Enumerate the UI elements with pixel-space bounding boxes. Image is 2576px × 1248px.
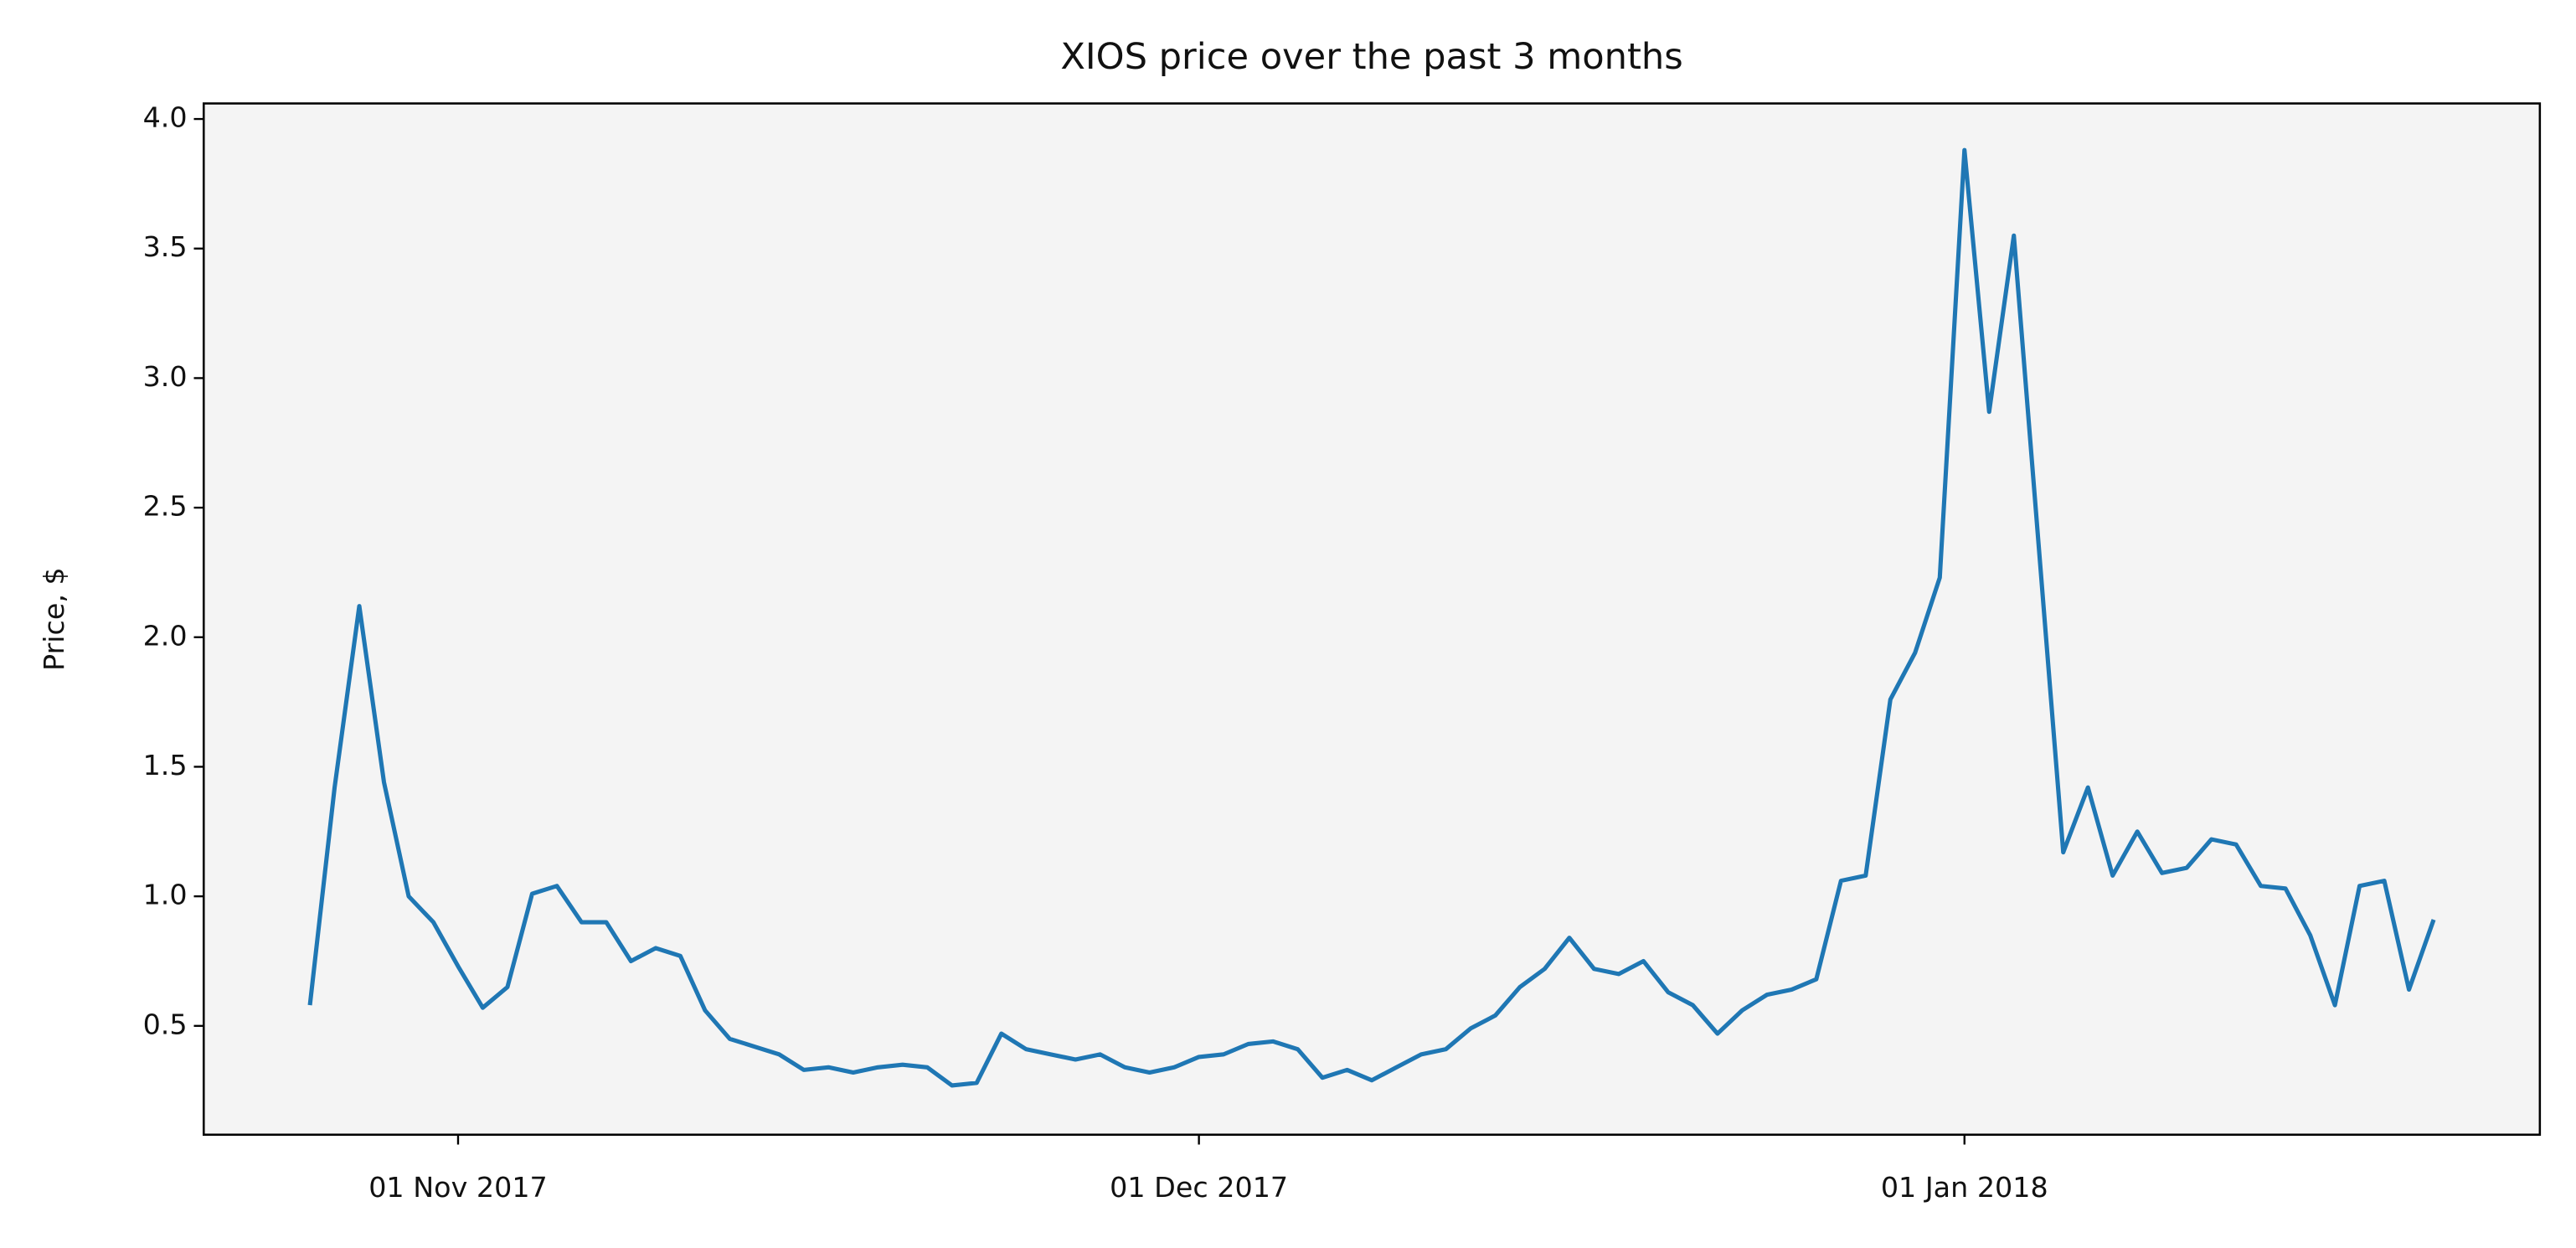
y-tick-label: 1.5	[143, 749, 188, 781]
plot-area	[204, 103, 2540, 1135]
x-tick-label: 01 Jan 2018	[1881, 1171, 2048, 1204]
x-tick-label: 01 Nov 2017	[368, 1171, 548, 1204]
chart-title: XIOS price over the past 3 months	[1060, 36, 1682, 78]
y-tick-label: 3.5	[143, 230, 188, 263]
y-tick-label: 2.0	[143, 619, 188, 652]
x-tick-label: 01 Dec 2017	[1110, 1171, 1288, 1204]
y-tick-label: 2.5	[143, 490, 188, 523]
price-line	[307, 147, 2436, 1088]
y-tick-label: 4.0	[143, 101, 188, 134]
y-tick-label: 1.0	[143, 879, 188, 911]
y-tick-label: 0.5	[143, 1008, 188, 1040]
y-axis-label: Price, $	[38, 567, 70, 671]
axes-frame	[202, 102, 2542, 1136]
y-tick-label: 3.0	[143, 360, 188, 393]
